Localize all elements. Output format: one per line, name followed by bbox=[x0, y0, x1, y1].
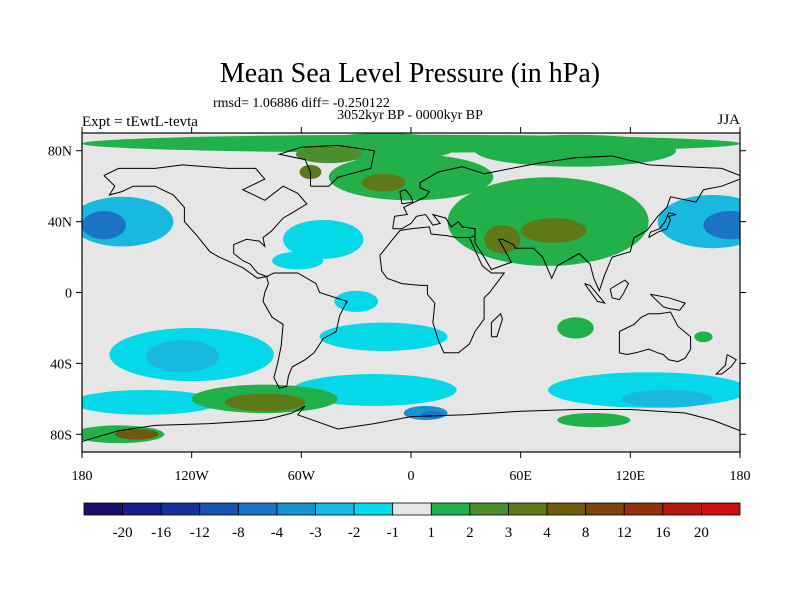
anomaly-atlantic-n-2 bbox=[272, 251, 324, 270]
anomaly-pacific-ne-core bbox=[82, 210, 126, 240]
colorbar-label: -3 bbox=[309, 525, 322, 541]
colorbar-box bbox=[237, 502, 278, 516]
colorbar-box bbox=[199, 502, 239, 516]
anomaly-pacific-s-core bbox=[145, 340, 220, 373]
coast-britain bbox=[399, 189, 414, 205]
season-label: JJA bbox=[717, 112, 740, 128]
colorbar-label: -16 bbox=[151, 525, 171, 541]
coast-borneo bbox=[609, 279, 630, 301]
anomaly-atlantic-eq bbox=[334, 290, 379, 312]
colorbar-label: -8 bbox=[232, 525, 245, 541]
colorbar-label: 2 bbox=[466, 525, 474, 541]
colorbar-label: 1 bbox=[428, 525, 436, 541]
anomaly-atlantic-n bbox=[283, 219, 364, 259]
colorbar: -20 -16 -12 -8 -4 -3 -2 -1 1 2 3 4 8 12 16 20 bbox=[83, 502, 741, 541]
colorbar-box bbox=[315, 502, 355, 516]
colorbar-label: -2 bbox=[348, 525, 361, 541]
map-plot bbox=[81, 132, 741, 453]
coast-japan bbox=[648, 212, 677, 239]
period-label: 3052kyr BP - 0000kyr BP bbox=[337, 108, 483, 123]
colorbar-box bbox=[430, 502, 471, 516]
colorbar-label: 12 bbox=[617, 525, 632, 541]
colorbar-label: 4 bbox=[543, 525, 551, 541]
coastlines bbox=[82, 144, 740, 442]
colorbar-box bbox=[160, 502, 201, 516]
colorbar-box bbox=[585, 502, 625, 516]
colorbar-box bbox=[276, 502, 316, 516]
x-tick-label: 180 bbox=[72, 469, 93, 484]
experiment-label: Expt = tEwtL-tevta bbox=[82, 114, 198, 130]
coast-madagascar bbox=[490, 312, 503, 338]
y-tick-label: 40N bbox=[48, 216, 72, 231]
anomaly-so-atl-core-2 bbox=[421, 411, 444, 419]
colorbar-box bbox=[392, 502, 432, 516]
coast-north-america bbox=[103, 164, 308, 279]
y-tick-label: 0 bbox=[65, 287, 72, 302]
coast-antarctica bbox=[82, 405, 740, 442]
colorbar-label: 20 bbox=[694, 525, 709, 541]
anomaly-antarctic-pac-core bbox=[114, 428, 159, 440]
anomaly-australia-w bbox=[557, 317, 594, 339]
colorbar-box bbox=[122, 502, 162, 516]
colorbar-box bbox=[469, 502, 509, 516]
colorbar-label: 8 bbox=[582, 525, 590, 541]
colorbar-label: -20 bbox=[113, 525, 133, 541]
anomaly-layer bbox=[82, 133, 740, 444]
coast-africa bbox=[379, 226, 506, 354]
anomaly-southern-ocean-ind-core bbox=[621, 389, 713, 408]
x-tick-label: 120W bbox=[175, 469, 210, 484]
anomaly-southern-ocean-pac bbox=[82, 389, 220, 415]
chart-title: Mean Sea Level Pressure (in hPa) bbox=[220, 58, 600, 89]
anomaly-europe-russia bbox=[328, 154, 494, 201]
anomaly-europe-core bbox=[361, 173, 406, 192]
x-tick-label: 120E bbox=[616, 469, 646, 484]
colorbar-box bbox=[83, 502, 123, 516]
colorbar-box bbox=[546, 502, 587, 516]
coast-new-zealand bbox=[714, 354, 738, 375]
anomaly-arctic-greenland bbox=[295, 145, 362, 164]
y-tick-label: 80N bbox=[48, 145, 72, 160]
coast-sumatra bbox=[584, 283, 607, 304]
x-tick-label: 180 bbox=[730, 469, 751, 484]
anomaly-antarctic-ind bbox=[557, 413, 631, 428]
anomaly-australia-e bbox=[694, 331, 713, 343]
colorbar-box bbox=[508, 502, 548, 516]
x-tick-label: 60E bbox=[509, 469, 532, 484]
y-tick-label: 40S bbox=[50, 357, 72, 372]
coast-new-guinea bbox=[650, 293, 687, 311]
axis-ticks: 180 120W 60W 0 60E 120E 180 80N 40N 0 40S 80S bbox=[48, 127, 751, 484]
x-tick-label: 60W bbox=[288, 469, 316, 484]
colorbar-box bbox=[701, 502, 741, 516]
anomaly-atlantic-s-band bbox=[319, 322, 448, 351]
coast-eurasia bbox=[392, 155, 740, 293]
colorbar-label: -4 bbox=[271, 525, 284, 541]
y-tick-label: 80S bbox=[50, 428, 72, 443]
coast-australia bbox=[618, 311, 692, 363]
coast-south-america bbox=[262, 272, 348, 389]
colorbar-label: 3 bbox=[505, 525, 513, 541]
colorbar-box bbox=[353, 502, 394, 516]
x-tick-label: 0 bbox=[408, 469, 415, 484]
colorbar-label: 16 bbox=[655, 525, 671, 541]
anomaly-drake-core bbox=[224, 393, 305, 412]
anomaly-pacific-nw-core bbox=[703, 210, 740, 240]
colorbar-label: -1 bbox=[386, 525, 399, 541]
colorbar-label: -12 bbox=[190, 525, 210, 541]
coast-arabia-link bbox=[469, 235, 476, 239]
colorbar-box bbox=[623, 502, 664, 516]
anomaly-asia-core-1 bbox=[520, 218, 587, 243]
coast-greenland bbox=[277, 144, 375, 187]
colorbar-box bbox=[662, 502, 702, 516]
anomaly-arctic-siberia bbox=[474, 134, 677, 167]
stats-label: rmsd= 1.06886 diff= -0.250122 bbox=[213, 96, 390, 111]
